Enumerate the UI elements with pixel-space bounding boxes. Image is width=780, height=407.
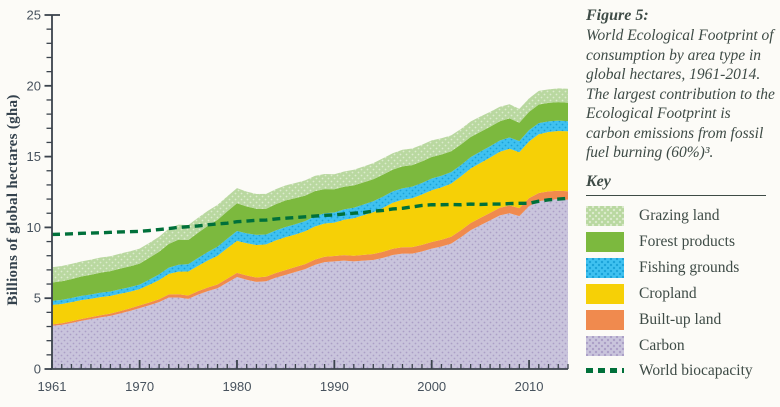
figure-title: Figure 5: (586, 7, 649, 24)
y-tick-label: 25 (27, 8, 41, 23)
legend-item-world-biocapacity: World biocapacity (586, 362, 778, 380)
area-forest-products (52, 102, 568, 301)
legend-item-cropland: Cropland (586, 283, 778, 304)
legend-item-carbon: Carbon (586, 335, 778, 356)
y-tick-label: 5 (34, 291, 41, 306)
x-tick-label: 1961 (38, 379, 67, 394)
legend-item-built-up-land: Built-up land (586, 309, 778, 330)
key-title: Key (586, 172, 611, 190)
y-tick-label: 0 (34, 362, 41, 377)
figure-caption: World Ecological Footprint of consumptio… (586, 27, 775, 161)
legend-swatch-cropland (586, 283, 624, 304)
legend-swatch-forest-products (586, 231, 624, 252)
legend-item-grazing-land: Grazing land (586, 205, 778, 226)
y-axis-title: Billions of global hectares (gha) (5, 94, 21, 305)
ecological-footprint-area-chart: 0 5 10 15 20 25 1961 1970 1980 1990 2000 2010 Billio… (5, 8, 569, 394)
x-tick-label: 2000 (417, 379, 446, 394)
world-biocapacity-line (51, 196, 569, 237)
legend-item-forest-products: Forest products (586, 231, 778, 252)
legend-label: Built-up land (639, 310, 722, 328)
legend-swatch-grazing-land (586, 205, 624, 226)
x-tick-label: 1980 (223, 379, 252, 394)
legend-item-fishing-grounds: Fishing grounds (586, 257, 778, 278)
y-tick-label: 20 (27, 78, 41, 93)
legend-label: Carbon (639, 336, 685, 354)
y-tick-label: 15 (27, 149, 41, 164)
area-cropland (52, 130, 568, 325)
legend-label: Forest products (639, 232, 736, 250)
caption-panel: Figure 5: World Ecological Footprint of … (586, 6, 778, 386)
axes (44, 14, 569, 370)
x-tick-label: 2010 (515, 379, 544, 394)
y-tick-label: 10 (27, 220, 41, 235)
area-grazing-land (52, 88, 568, 283)
legend-label: Fishing grounds (639, 258, 740, 276)
x-tick-label: 1990 (320, 379, 349, 394)
key-divider (586, 194, 766, 196)
legend-label: Cropland (639, 284, 697, 302)
legend-label: Grazing land (639, 206, 720, 224)
x-tick-label: 1970 (125, 379, 154, 394)
legend: Grazing land Forest products Fishing groun… (586, 205, 778, 380)
legend-swatch-fishing-grounds (586, 257, 624, 278)
legend-dashed-line-swatch (586, 368, 624, 373)
legend-swatch-carbon (586, 335, 624, 356)
legend-label: World biocapacity (639, 361, 753, 379)
area-carbon (52, 199, 568, 369)
legend-swatch-built-up-land (586, 309, 624, 330)
